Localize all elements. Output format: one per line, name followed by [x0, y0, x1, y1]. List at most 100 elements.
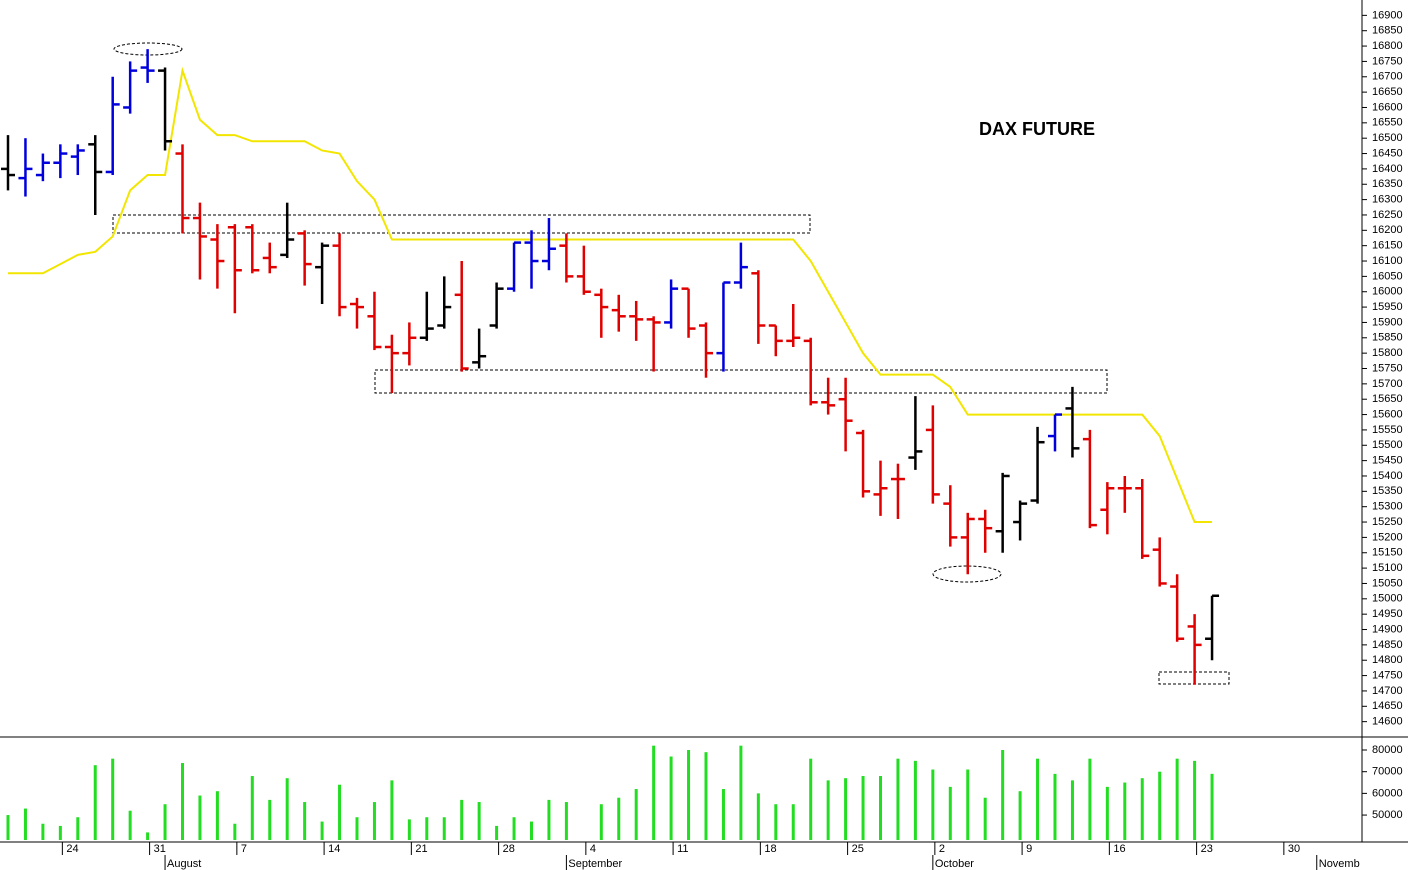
volume-bar: [896, 758, 900, 840]
volume-bar: [512, 817, 516, 840]
y-tick-label: 16150: [1372, 240, 1403, 252]
volume-bar: [1018, 791, 1022, 840]
y-tick-label: 16750: [1372, 55, 1403, 67]
y-tick-label: 16550: [1372, 117, 1403, 129]
volume-bar: [372, 802, 376, 840]
y-tick-label: 15900: [1372, 316, 1403, 328]
volume-bar: [233, 823, 237, 840]
y-tick-label: 14950: [1372, 608, 1403, 620]
volume-bar: [1140, 778, 1144, 840]
x-tick-label: 18: [764, 843, 776, 855]
month-label: September: [568, 858, 622, 870]
y-tick-label: 16450: [1372, 147, 1403, 159]
y-tick-label: 15050: [1372, 577, 1403, 589]
volume-bar: [809, 758, 813, 840]
y-tick-label: 16600: [1372, 101, 1403, 113]
month-label: August: [167, 858, 201, 870]
volume-bar: [530, 821, 533, 840]
x-tick-label: 7: [241, 843, 247, 855]
range-box: [374, 369, 1108, 394]
volume-bar: [564, 802, 568, 840]
y-tick-label: 15350: [1372, 485, 1403, 497]
y-tick-label: 60000: [1372, 787, 1403, 799]
y-tick-label: 15600: [1372, 408, 1403, 420]
y-tick-label: 16400: [1372, 163, 1403, 175]
y-tick-label: 16200: [1372, 224, 1403, 236]
volume-bar: [93, 765, 97, 840]
volume-bar: [1193, 760, 1197, 840]
y-tick-label: 14900: [1372, 623, 1403, 635]
x-tick-label: 16: [1113, 843, 1125, 855]
volume-bar: [966, 769, 970, 840]
chart-title: DAX FUTURE: [979, 119, 1095, 139]
volume-bar: [844, 778, 848, 840]
volume-bar: [669, 756, 673, 840]
x-tick-label: 4: [590, 843, 596, 855]
y-tick-label: 15650: [1372, 393, 1403, 405]
x-tick-label: 9: [1026, 843, 1032, 855]
volume-bar: [1053, 773, 1057, 840]
volume-bar: [477, 802, 481, 840]
volume-bar: [739, 745, 743, 840]
volume-bar: [460, 799, 464, 840]
volume-bar: [23, 808, 27, 840]
y-tick-label: 16350: [1372, 178, 1403, 190]
x-tick-label: 28: [503, 843, 515, 855]
volume-bar: [687, 750, 691, 840]
volume-bar: [1001, 750, 1005, 840]
volume-bar: [1123, 782, 1127, 840]
volume-bar: [1105, 786, 1109, 840]
y-tick-label: 16800: [1372, 40, 1403, 52]
volume-bar: [1175, 758, 1179, 840]
volume-bar: [338, 784, 342, 840]
y-tick-label: 16250: [1372, 209, 1403, 221]
volume-bar: [913, 760, 917, 840]
x-tick-label: 23: [1201, 843, 1213, 855]
y-tick-label: 15450: [1372, 455, 1403, 467]
y-tick-label: 15800: [1372, 347, 1403, 359]
volume-bar: [948, 786, 952, 840]
y-tick-label: 14600: [1372, 716, 1403, 728]
y-tick-label: 15150: [1372, 547, 1403, 559]
volume-bar: [215, 791, 219, 840]
y-tick-label: 15200: [1372, 531, 1403, 543]
y-tick-label: 15950: [1372, 301, 1403, 313]
volume-bar: [861, 776, 865, 840]
volume-bar: [704, 752, 708, 840]
month-label: October: [935, 858, 974, 870]
y-tick-label: 16500: [1372, 132, 1403, 144]
volume-bar: [111, 758, 115, 840]
volume-bar: [442, 817, 446, 840]
y-tick-label: 14850: [1372, 639, 1403, 651]
y-tick-label: 16100: [1372, 255, 1403, 267]
y-tick-label: 15100: [1372, 562, 1403, 574]
volume-bar: [146, 832, 150, 840]
y-tick-label: 15000: [1372, 593, 1403, 605]
volume-bar: [355, 817, 359, 840]
volume-bar: [617, 797, 621, 840]
y-tick-label: 16050: [1372, 270, 1403, 282]
x-tick-label: 11: [677, 843, 688, 855]
volume-bar: [1210, 773, 1214, 840]
y-tick-label: 50000: [1372, 809, 1403, 821]
volume-bar: [303, 802, 307, 840]
y-tick-label: 70000: [1372, 766, 1403, 778]
y-tick-label: 16850: [1372, 25, 1403, 37]
volume-bar: [6, 815, 10, 840]
volume-bar: [756, 793, 760, 840]
volume-bar: [41, 823, 45, 840]
volume-bar: [407, 819, 411, 840]
volume-bar: [1158, 771, 1162, 840]
volume-bar: [163, 804, 167, 840]
y-tick-label: 80000: [1372, 744, 1403, 756]
y-tick-label: 15300: [1372, 501, 1403, 513]
y-tick-label: 16700: [1372, 71, 1403, 83]
volume-bar: [58, 825, 62, 840]
month-label: Novemb: [1319, 858, 1360, 870]
volume-bar: [320, 821, 324, 840]
y-tick-label: 14750: [1372, 669, 1403, 681]
volume-bar: [1088, 758, 1092, 840]
volume-bar: [425, 817, 429, 840]
annotations: [112, 42, 1230, 685]
